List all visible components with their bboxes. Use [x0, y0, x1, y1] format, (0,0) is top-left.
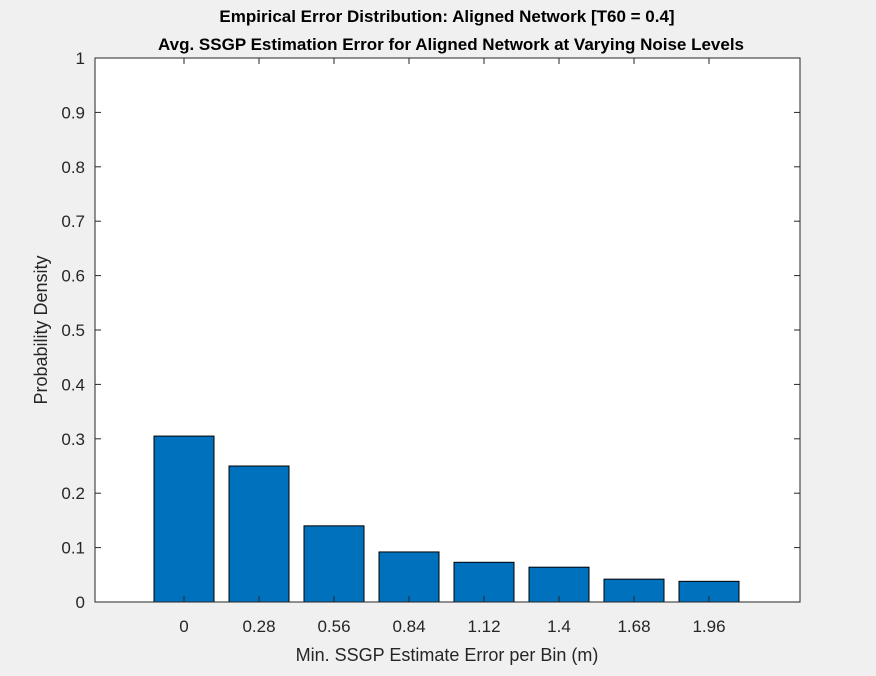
y-tick-label: 0.7: [61, 212, 85, 231]
plot-frame: [94, 57, 801, 603]
y-axis-label: Probability Density: [31, 255, 51, 404]
bar-0.56: [303, 525, 365, 603]
bar-0.84: [378, 551, 440, 603]
chart-title: Empirical Error Distribution: Aligned Ne…: [219, 7, 674, 26]
bar-0: [153, 435, 215, 603]
x-tick-label: 0: [179, 617, 188, 636]
bar-1.12: [453, 561, 515, 603]
bar-0.28: [228, 465, 290, 603]
x-axis-label: Min. SSGP Estimate Error per Bin (m): [296, 645, 599, 665]
y-tick-label: 0.2: [61, 484, 85, 503]
x-tick-label: 1.12: [467, 617, 500, 636]
x-tick-label: 0.56: [317, 617, 350, 636]
y-tick-label: 0.9: [61, 103, 85, 122]
x-tick-label: 1.68: [617, 617, 650, 636]
y-tick-label: 0: [76, 593, 85, 612]
y-tick-label: 0.6: [61, 267, 85, 286]
y-tick-label: 1: [76, 49, 85, 68]
y-tick-label: 0.8: [61, 158, 85, 177]
y-tick-label: 0.4: [61, 375, 85, 394]
ticks-group: 0 0.1 0.2 0.3 0.4 0.5 0.6 0.7 0.8 0.9 1 0 0.28 0.56 0.…: [61, 49, 800, 636]
y-tick-label: 0.5: [61, 321, 85, 340]
x-tick-label: 1.96: [692, 617, 725, 636]
y-tick-label: 0.1: [61, 539, 85, 558]
bars-group: [153, 435, 740, 603]
chart-subtitle: Avg. SSGP Estimation Error for Aligned N…: [158, 35, 744, 54]
y-tick-label: 0.3: [61, 430, 85, 449]
x-tick-label: 0.28: [242, 617, 275, 636]
x-tick-label: 0.84: [392, 617, 425, 636]
x-tick-label: 1.4: [547, 617, 571, 636]
